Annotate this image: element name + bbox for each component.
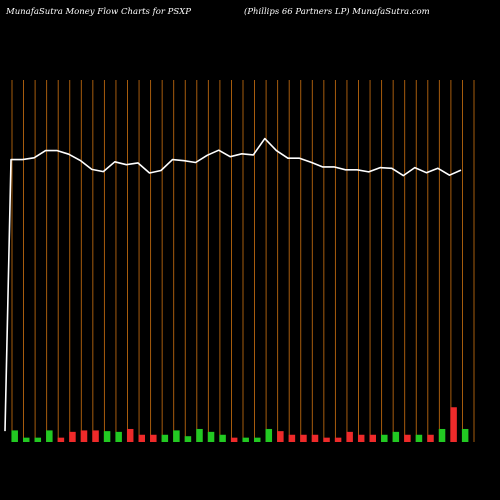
volume-bar bbox=[381, 434, 388, 442]
volume-bar bbox=[23, 437, 30, 442]
volume-bar bbox=[300, 434, 307, 442]
volume-bar bbox=[219, 434, 226, 442]
volume-bar bbox=[415, 434, 423, 442]
volume-bars bbox=[11, 407, 469, 442]
volume-bar bbox=[138, 434, 145, 442]
volume-bar bbox=[230, 437, 238, 442]
volume-bar bbox=[196, 428, 203, 442]
volume-bar bbox=[265, 428, 273, 442]
money-flow-line bbox=[4, 137, 462, 432]
volume-bar bbox=[438, 428, 446, 442]
volume-bar bbox=[184, 436, 192, 442]
money-flow-series bbox=[4, 137, 462, 432]
volume-bar bbox=[254, 437, 261, 442]
volume-bar bbox=[126, 428, 134, 442]
volume-bar bbox=[115, 431, 122, 442]
volume-bar bbox=[357, 434, 365, 442]
volume-bar bbox=[150, 434, 157, 442]
volume-bar bbox=[334, 437, 342, 442]
volume-bar bbox=[404, 434, 411, 442]
volume-bar bbox=[311, 434, 319, 442]
volume-bar bbox=[103, 431, 111, 442]
volume-bar bbox=[34, 437, 42, 442]
volume-bar bbox=[57, 437, 65, 442]
volume-bar bbox=[80, 430, 88, 442]
chart-title-right: (Phillips 66 Partners LP) MunafaSutra.co… bbox=[244, 7, 430, 17]
volume-bar bbox=[277, 431, 284, 442]
volume-bar bbox=[288, 434, 296, 442]
volume-bar bbox=[392, 431, 400, 442]
grid-lines bbox=[11, 80, 475, 442]
volume-bar bbox=[427, 434, 434, 442]
volume-bar bbox=[173, 430, 180, 442]
volume-bar bbox=[346, 431, 353, 442]
volume-bar bbox=[11, 430, 18, 442]
volume-bar bbox=[450, 407, 457, 442]
volume-bar bbox=[242, 437, 249, 442]
volume-bar bbox=[46, 430, 53, 442]
volume-bar bbox=[207, 431, 215, 442]
volume-bar bbox=[92, 430, 99, 442]
volume-bar bbox=[323, 437, 330, 442]
chart-title-left: MunafaSutra Money Flow Charts for PSXP bbox=[6, 7, 191, 17]
volume-bar bbox=[161, 434, 169, 442]
volume-bar bbox=[461, 428, 469, 442]
volume-bar bbox=[369, 434, 376, 442]
volume-bar bbox=[69, 431, 76, 442]
